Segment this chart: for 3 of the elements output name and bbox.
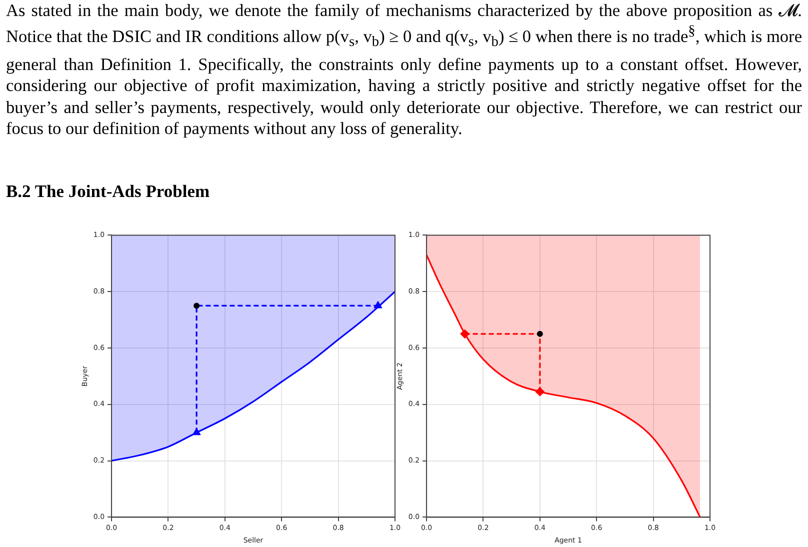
chart-title: B.2 The Joint-Ads Problem bbox=[6, 181, 210, 202]
line-series bbox=[110, 290, 396, 462]
text: As stated in the main body, we denote the family of mechanisms characterized by the above proposition as 𝓜. Notice that the DSIC and IR conditions allow p(v$_{s}$, v$_{b}$) ≥ 0 and q(v$_{s}$, v$_{b}$) ≤ 0 when there is no trade$^{§}$, which is more general than Definition 1. Specifically, the constraints only define payments up to a constant offset. However, considering our objective of profit maximization, having a strictly positive and strictly negative offset for the buyer’s and seller’s payments, respectively, would only deteriorate our objective. Therefore, we can restrict our focus to our definition of payments without any loss of generality. bbox=[6, 1, 802, 138]
